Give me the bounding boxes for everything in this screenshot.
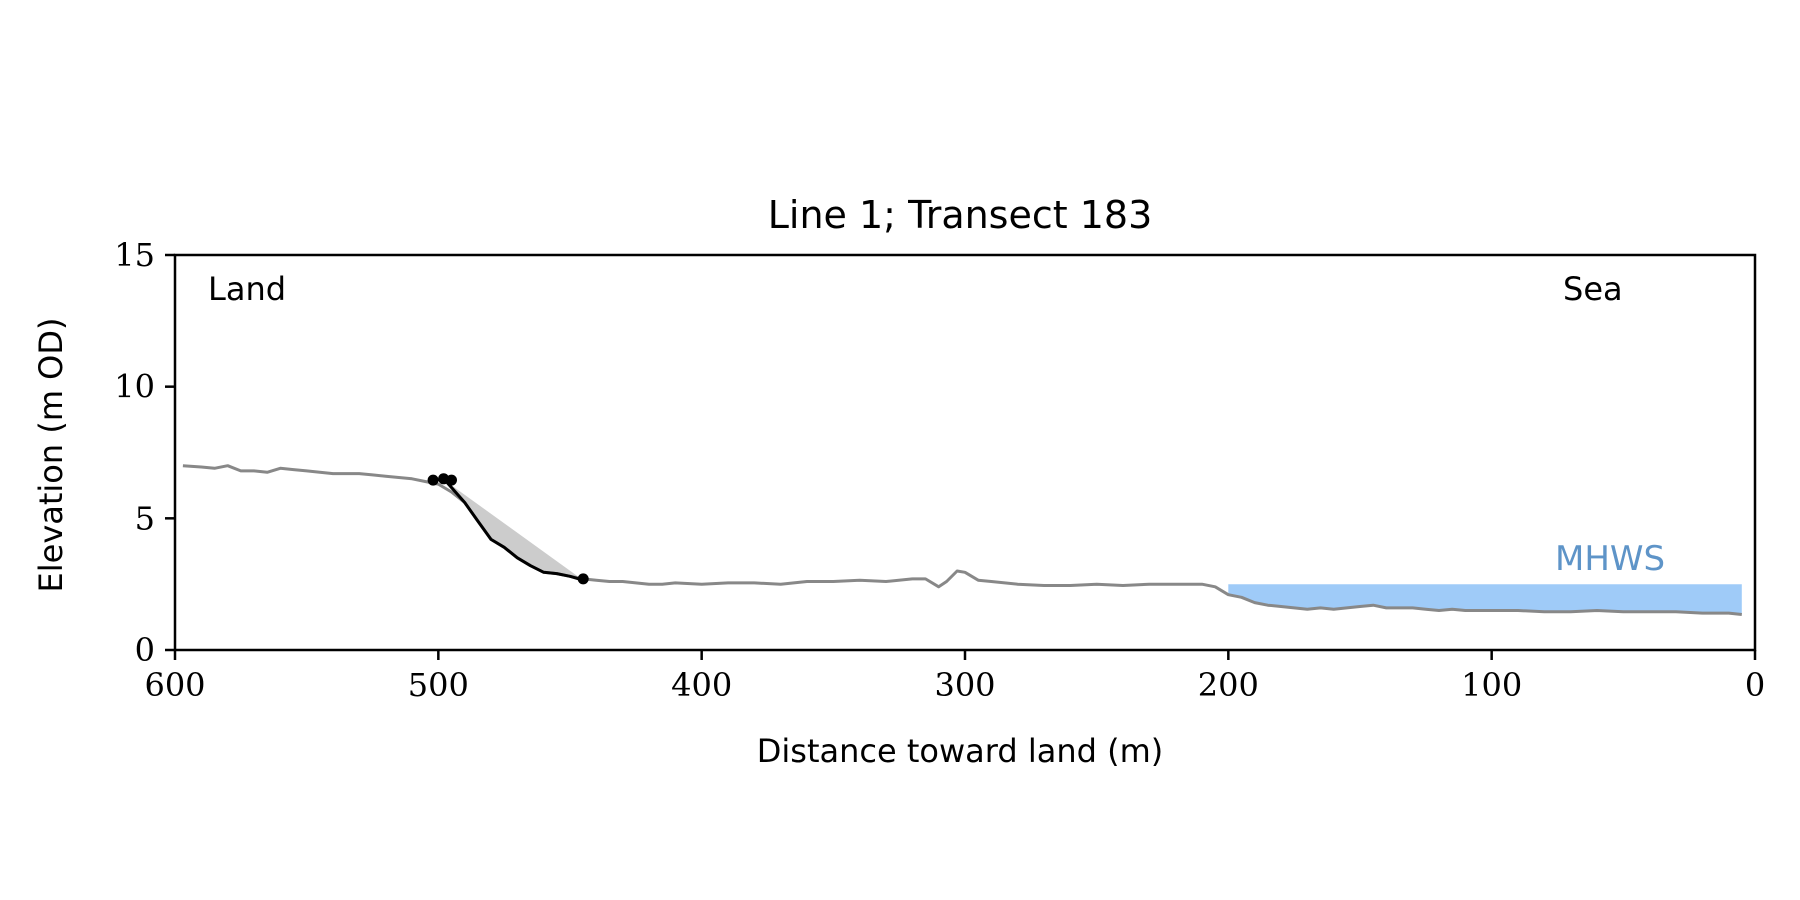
- data-point-marker: [577, 573, 589, 585]
- y-tick-label: 15: [114, 236, 155, 274]
- series-profile-line: [182, 464, 1742, 616]
- y-tick-label: 0: [135, 631, 155, 669]
- sea-label: Sea: [1563, 270, 1623, 308]
- plot-layer: [182, 464, 1742, 616]
- x-tick-label: 500: [408, 666, 469, 704]
- data-point-marker: [446, 474, 457, 486]
- x-tick-label: 0: [1745, 666, 1765, 704]
- y-axis-label: Elevation (m OD): [32, 318, 70, 593]
- mhws-band: [1228, 584, 1742, 615]
- y-tick-label: 5: [135, 499, 155, 537]
- x-tick-label: 400: [671, 666, 732, 704]
- data-point-marker: [427, 474, 439, 486]
- chart-title: Line 1; Transect 183: [768, 193, 1153, 237]
- mhws-label: MHWS: [1555, 539, 1665, 579]
- shaded-region: [430, 480, 584, 581]
- x-axis-label: Distance toward land (m): [757, 732, 1163, 770]
- series-cliff-face-line: [445, 480, 584, 582]
- x-tick-label: 300: [934, 666, 995, 704]
- land-label: Land: [208, 270, 286, 308]
- x-tick-label: 100: [1461, 666, 1522, 704]
- x-tick-label: 600: [144, 666, 205, 704]
- axes-layer: 600 500 400 300 200 100 0 0 5 10 15: [114, 236, 1765, 704]
- x-tick-label: 200: [1198, 666, 1259, 704]
- y-tick-label: 10: [114, 368, 155, 406]
